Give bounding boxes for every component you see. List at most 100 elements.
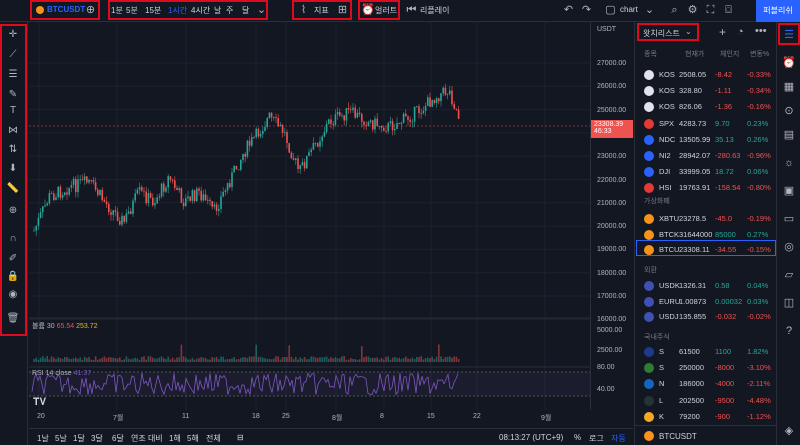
arrow-down-icon[interactable]: ⬇ bbox=[8, 163, 18, 174]
fullscreen-icon[interactable]: ⛶ bbox=[706, 4, 715, 16]
eye-icon[interactable]: ◉ bbox=[8, 289, 18, 300]
watchlist-row[interactable]: EURU 1.00873 0.00032 0.03% bbox=[635, 294, 777, 308]
watchlist-icon[interactable]: ☰ bbox=[784, 29, 794, 41]
watchlist-row[interactable]: S 250000 -8000 -3.10% bbox=[635, 360, 777, 374]
range-button-4[interactable]: 6달 bbox=[112, 434, 124, 443]
redo-icon[interactable]: ↷ bbox=[581, 4, 592, 16]
interval-5[interactable]: 날 bbox=[214, 6, 222, 15]
fib-icon[interactable]: ☰ bbox=[8, 69, 18, 80]
price-axis[interactable]: USDT 27000.0026000.0025000.0024000.00230… bbox=[590, 22, 633, 410]
range-button-8[interactable]: 전체 bbox=[206, 434, 221, 443]
calendar-icon[interactable]: ▤ bbox=[783, 129, 795, 141]
add-symbol-icon[interactable]: + bbox=[719, 25, 727, 39]
trend-line-icon[interactable]: ⟋ bbox=[9, 49, 17, 60]
alarm-clock-icon[interactable]: ⏰ bbox=[782, 57, 796, 69]
more-icon[interactable]: ••• bbox=[755, 25, 767, 37]
chat-bubbles-icon[interactable]: ▱ bbox=[784, 269, 794, 281]
search-icon[interactable]: ⌕ bbox=[671, 4, 678, 16]
range-button-3[interactable]: 3달 bbox=[91, 434, 103, 443]
chat-icon[interactable]: ▭ bbox=[783, 213, 795, 225]
watchlist-row[interactable]: HSI 19763.91 -158.54 -0.80% bbox=[635, 180, 777, 194]
watchlist-row[interactable]: KOS 2508.05 -8.42 -0.33% bbox=[635, 67, 777, 81]
pattern-icon[interactable]: ⋈ bbox=[8, 125, 18, 136]
watchlist-row[interactable]: USDJ 135.855 -0.032 -0.02% bbox=[635, 309, 777, 323]
layers-icon[interactable]: ◈ bbox=[784, 425, 794, 437]
brush-icon[interactable]: ✎ bbox=[8, 89, 18, 100]
undo-icon[interactable]: ↶ bbox=[563, 4, 574, 16]
trash-icon[interactable]: 🗑 bbox=[6, 313, 20, 324]
range-button-1[interactable]: 5날 bbox=[55, 434, 67, 443]
replay-icon[interactable]: ⏮ bbox=[406, 4, 417, 16]
range-button-2[interactable]: 1달 bbox=[73, 434, 85, 443]
section-stocks[interactable]: 국내주식 bbox=[644, 334, 670, 341]
ruler-icon[interactable]: 📏 bbox=[6, 183, 20, 194]
alarm-icon[interactable]: ⏰ bbox=[361, 4, 375, 16]
camera-icon[interactable]: ⌼ bbox=[725, 4, 732, 16]
watchlist-row[interactable]: KOS 328.80 -1.11 -0.34% bbox=[635, 83, 777, 97]
clock-display[interactable]: 08:13:27 (UTC+9) bbox=[499, 433, 564, 442]
streams-icon[interactable]: ◎ bbox=[784, 241, 794, 253]
layout-name[interactable]: chart bbox=[620, 5, 638, 14]
text-icon[interactable]: T bbox=[9, 105, 17, 116]
templates-icon[interactable]: ⊞ bbox=[337, 4, 348, 16]
interval-2[interactable]: 15분 bbox=[145, 6, 162, 15]
watchlist-row[interactable]: N 186000 -4000 -2.11% bbox=[635, 376, 777, 390]
watchlist-row[interactable]: BTCU 23308.11 -34.55 -0.15% bbox=[635, 242, 777, 256]
ideas-icon[interactable]: ☼ bbox=[783, 157, 795, 169]
watchlist-row[interactable]: DJI 33999.05 18.72 0.06% bbox=[635, 164, 777, 178]
help-icon[interactable]: ? bbox=[785, 325, 793, 337]
range-button-5[interactable]: 연조 대비 bbox=[131, 434, 163, 443]
watchlist-row[interactable]: XBTU 23278.5 -45.0 -0.19% bbox=[635, 211, 777, 225]
crosshair-icon[interactable]: ✛ bbox=[8, 29, 18, 40]
lock-icon[interactable]: 🔒 bbox=[6, 271, 20, 282]
settings-icon[interactable]: ⚙ bbox=[687, 4, 698, 16]
watchlist-row[interactable]: KOS 826.06 -1.36 -0.16% bbox=[635, 99, 777, 113]
hotlist-icon[interactable]: ⊙ bbox=[784, 105, 794, 117]
symbol-search-button[interactable]: BTCUSDT bbox=[47, 5, 86, 14]
watchlist-row[interactable]: NI2 28942.07 -280.63 -0.96% bbox=[635, 148, 777, 162]
add-symbol-icon[interactable]: ⊕ bbox=[85, 4, 96, 16]
section-crypto[interactable]: 가상화폐 bbox=[644, 198, 670, 205]
watchlist-row[interactable]: S 61500 1100 1.82% bbox=[635, 344, 777, 358]
prediction-icon[interactable]: ⇅ bbox=[8, 144, 18, 155]
interval-4[interactable]: 4시간 bbox=[191, 6, 211, 15]
news-icon[interactable]: ▣ bbox=[783, 185, 795, 197]
section-fx[interactable]: 외환 bbox=[644, 267, 657, 274]
watchlist-row[interactable]: L 202500 -9500 -4.48% bbox=[635, 393, 777, 407]
chevron-down-icon[interactable]: ⌄ bbox=[685, 27, 692, 36]
column-symbol[interactable]: 종목 bbox=[644, 51, 657, 58]
column-last[interactable]: 현재가 bbox=[685, 51, 705, 58]
range-button-7[interactable]: 5해 bbox=[187, 434, 199, 443]
data-window-icon[interactable]: ▦ bbox=[783, 81, 795, 93]
pie-chart-icon[interactable]: ◔ bbox=[737, 26, 744, 38]
indicators-icon[interactable]: ⌇ bbox=[300, 4, 307, 16]
range-button-6[interactable]: 1해 bbox=[169, 434, 181, 443]
column-change[interactable]: 체인지 bbox=[720, 51, 740, 58]
publish-button[interactable]: 퍼블리쉬 bbox=[756, 0, 800, 22]
chevron-down-icon[interactable]: ⌄ bbox=[256, 4, 267, 16]
layout-icon[interactable]: ▢ bbox=[605, 4, 616, 16]
replay-button[interactable]: 리플레이 bbox=[420, 6, 450, 15]
chevron-down-icon[interactable]: ⌄ bbox=[644, 4, 655, 16]
interval-6[interactable]: 주 bbox=[226, 6, 234, 15]
watchlist-row[interactable]: K 79200 -900 -1.12% bbox=[635, 409, 777, 423]
log-toggle[interactable]: 로그 bbox=[589, 434, 604, 443]
magnet-icon[interactable]: ∩ bbox=[9, 233, 17, 244]
watchlist-title[interactable]: 왓치리스트 bbox=[643, 29, 680, 38]
column-pct[interactable]: 변동% bbox=[750, 51, 770, 58]
date-range-icon[interactable]: ⊟ bbox=[237, 433, 244, 442]
watchlist-row[interactable]: USDK 1326.31 0.58 0.04% bbox=[635, 278, 777, 292]
percent-toggle[interactable]: % bbox=[574, 433, 582, 442]
price-chart[interactable] bbox=[29, 22, 590, 410]
chart-area[interactable]: 볼륨 30 65.54 253.72 RSI 14 close 41.37 𝐓𝐕 bbox=[29, 22, 590, 410]
lock-pencil-icon[interactable]: ✐ bbox=[8, 253, 18, 264]
interval-3[interactable]: 1시간 bbox=[168, 6, 188, 15]
interval-0[interactable]: 1분 bbox=[111, 6, 123, 15]
time-axis[interactable]: 20 7월 11 18 25 8월 8 15 22 9월 bbox=[29, 413, 590, 425]
range-button-0[interactable]: 1날 bbox=[37, 434, 49, 443]
bell-icon[interactable]: ◫ bbox=[783, 297, 795, 309]
watchlist-row[interactable]: SPX 4283.73 9.70 0.23% bbox=[635, 116, 777, 130]
watchlist-row[interactable]: NDC 13505.99 35.13 0.26% bbox=[635, 132, 777, 146]
indicators-button[interactable]: 지표 bbox=[314, 6, 329, 15]
symbol-details[interactable]: BTCUSDT bbox=[635, 425, 777, 445]
